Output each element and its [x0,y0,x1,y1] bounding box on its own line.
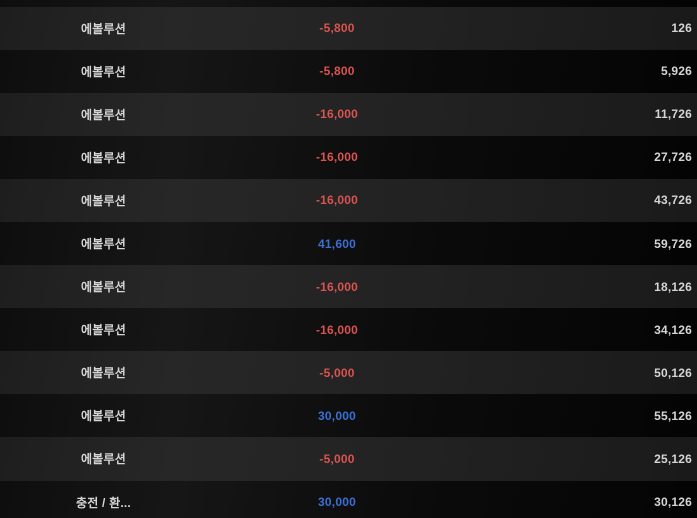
table-row: 에볼루션 -16,000 18,126 [0,265,697,309]
amount-value: -16,000 [315,279,359,294]
provider-label: 충전 / 환... [76,495,131,510]
table-row: 에볼루션 -16,000 27,726 [0,135,697,179]
provider-label: 에볼루션 [81,452,126,467]
amount-value: -5,000 [319,451,355,466]
amount-value: -16,000 [315,322,359,337]
amount-value: -16,000 [315,107,359,122]
balance-value: 11,726 [654,107,692,122]
amount-value: 41,600 [318,236,356,251]
table-row: 에볼루션 -5,800 5,926 [0,49,697,93]
balance-value: 30,126 [654,495,692,510]
table-row: 에볼루션 -5,000 50,126 [0,351,697,395]
provider-label: 에볼루션 [81,64,126,79]
amount-value: 30,000 [318,408,356,423]
table-row: 에볼루션 -16,000 43,726 [0,178,697,222]
table-row: 에볼루션 -5,800 126 [0,6,697,50]
balance-value: 18,126 [654,279,692,294]
balance-value: 27,726 [654,150,692,165]
provider-label: 에볼루션 [81,366,126,381]
table-row: 에볼루션 -16,000 11,726 [0,92,697,136]
table-row: 충전 / 환... 30,000 30,126 [0,480,697,518]
table-row: 에볼루션 30,000 55,126 [0,394,697,438]
provider-label: 에볼루션 [81,409,126,424]
provider-label: 에볼루션 [81,21,126,36]
balance-value: 34,126 [654,322,692,337]
table-row: 에볼루션 41,600 59,726 [0,221,697,266]
balance-value: 59,726 [654,236,692,251]
balance-value: 55,126 [654,408,692,423]
amount-value: 30,000 [318,495,356,510]
provider-label: 에볼루션 [81,237,126,252]
amount-value: -16,000 [315,193,359,208]
provider-label: 에볼루션 [81,280,126,295]
provider-label: 에볼루션 [81,323,126,338]
provider-label: 에볼루션 [81,150,126,165]
balance-value: 126 [671,21,692,36]
amount-value: -5,800 [319,64,355,79]
balance-value: 43,726 [654,193,692,208]
table-row: 에볼루션 -16,000 34,126 [0,308,697,352]
balance-value: 5,926 [660,64,692,79]
table-row: 에볼루션 -5,000 25,126 [0,437,697,481]
balance-value: 50,126 [654,365,692,380]
partial-row-top [0,0,697,7]
provider-label: 에볼루션 [81,107,126,122]
provider-label: 에볼루션 [81,193,126,208]
amount-value: -16,000 [315,150,359,165]
amount-value: -5,800 [319,21,355,36]
balance-value: 25,126 [654,451,692,466]
amount-value: -5,000 [319,365,355,380]
